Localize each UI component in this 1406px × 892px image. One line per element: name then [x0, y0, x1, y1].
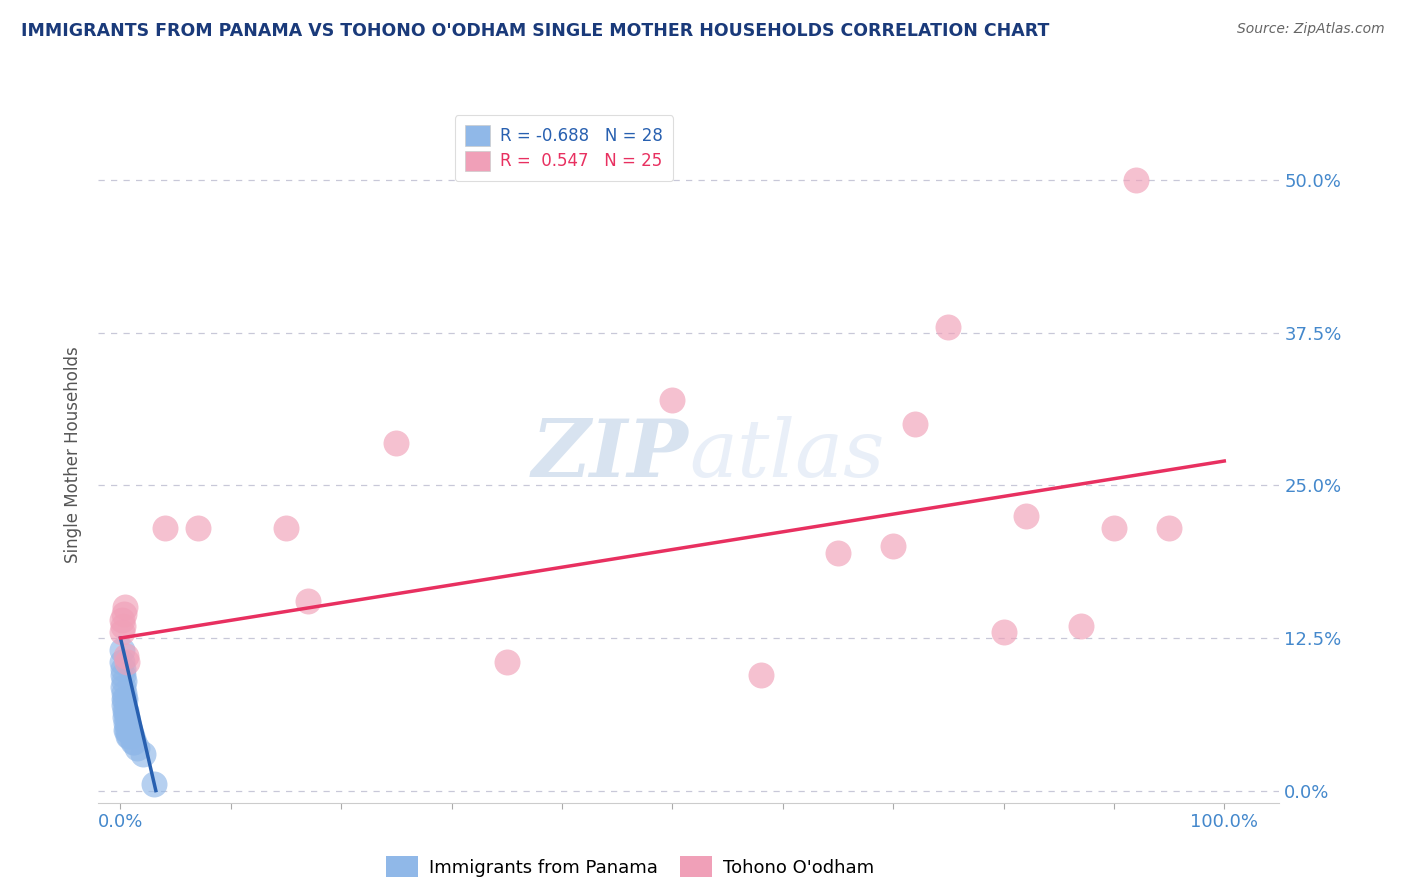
Point: [112, 607, 135, 621]
Point: [112, 673, 135, 688]
Point: [385, 435, 408, 450]
Point: [115, 723, 138, 737]
Point: [117, 716, 139, 731]
Point: [111, 680, 134, 694]
Point: [114, 710, 136, 724]
Point: [110, 624, 132, 639]
Point: [112, 686, 135, 700]
Point: [112, 692, 135, 706]
Text: IMMIGRANTS FROM PANAMA VS TOHONO O'ODHAM SINGLE MOTHER HOUSEHOLDS CORRELATION CH: IMMIGRANTS FROM PANAMA VS TOHONO O'ODHAM…: [21, 22, 1049, 40]
Legend: Immigrants from Panama, Tohono O'odham: Immigrants from Panama, Tohono O'odham: [378, 849, 882, 884]
Point: [661, 392, 683, 407]
Point: [118, 729, 141, 743]
Point: [111, 619, 134, 633]
Point: [110, 656, 132, 670]
Point: [114, 600, 136, 615]
Point: [114, 692, 136, 706]
Point: [936, 319, 959, 334]
Point: [153, 521, 176, 535]
Point: [112, 698, 135, 713]
Point: [110, 643, 132, 657]
Point: [1102, 521, 1125, 535]
Point: [121, 735, 143, 749]
Point: [120, 723, 142, 737]
Point: [115, 649, 138, 664]
Point: [115, 723, 138, 737]
Point: [1125, 173, 1147, 187]
Point: [827, 545, 849, 559]
Point: [115, 716, 138, 731]
Point: [993, 624, 1015, 639]
Text: ZIP: ZIP: [531, 417, 689, 493]
Point: [297, 594, 319, 608]
Point: [110, 613, 132, 627]
Point: [111, 667, 134, 681]
Point: [121, 729, 143, 743]
Point: [142, 777, 165, 791]
Text: Source: ZipAtlas.com: Source: ZipAtlas.com: [1237, 22, 1385, 37]
Point: [118, 723, 141, 737]
Point: [115, 704, 138, 718]
Point: [187, 521, 209, 535]
Point: [117, 729, 139, 743]
Point: [115, 656, 138, 670]
Point: [131, 747, 153, 761]
Point: [125, 740, 148, 755]
Point: [111, 661, 134, 675]
Point: [495, 656, 517, 670]
Y-axis label: Single Mother Households: Single Mother Households: [65, 347, 83, 563]
Point: [749, 667, 772, 681]
Point: [882, 540, 904, 554]
Point: [274, 521, 297, 535]
Point: [904, 417, 927, 432]
Point: [122, 735, 145, 749]
Text: atlas: atlas: [689, 417, 884, 493]
Point: [1070, 619, 1092, 633]
Point: [115, 710, 138, 724]
Point: [114, 704, 136, 718]
Point: [1157, 521, 1180, 535]
Point: [1014, 508, 1036, 523]
